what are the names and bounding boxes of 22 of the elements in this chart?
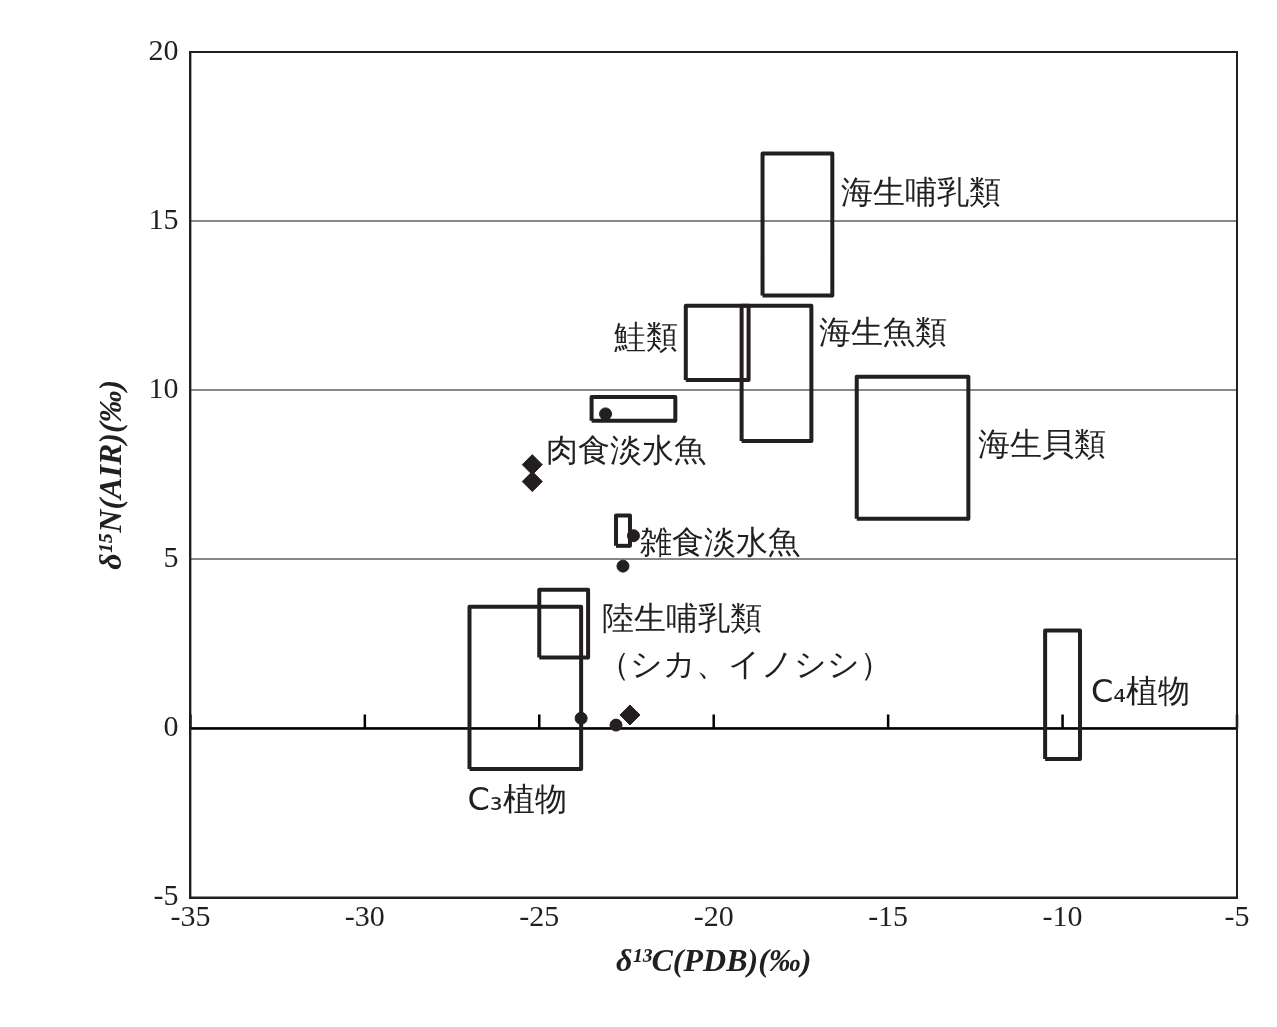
x-tick-label: -10	[1042, 899, 1083, 933]
series-label: C₃植物	[467, 780, 567, 819]
x-tick-label: -20	[693, 899, 734, 933]
x-tick-label: -30	[344, 899, 385, 933]
y-tick-label: 15	[148, 201, 179, 235]
series-label: 雑食淡水魚	[639, 523, 800, 562]
series-label: 陸生哺乳類（シカ、イノシシ）	[598, 599, 893, 684]
y-tick-label: 0	[163, 709, 179, 743]
y-tick-label: 5	[163, 540, 179, 574]
x-axis-title: δ¹³C(PDB)(‰)	[615, 942, 812, 979]
series-label: 海生貝類	[978, 425, 1107, 464]
series-label: 鮭類	[613, 317, 678, 356]
series-label: 海生魚類	[819, 312, 948, 351]
series-label: C₄植物	[1091, 671, 1191, 710]
y-tick-label: 10	[148, 371, 179, 405]
series-label: 海生哺乳類	[841, 172, 1002, 211]
series-label: 肉食淡水魚	[545, 430, 706, 469]
x-tick-label: -15	[868, 899, 909, 933]
y-axis-title: δ¹⁵N(AIR)(‰)	[92, 379, 129, 570]
x-tick-label: -5	[1224, 899, 1250, 933]
x-tick-label: -25	[519, 899, 560, 933]
y-tick-label: 20	[148, 32, 179, 66]
